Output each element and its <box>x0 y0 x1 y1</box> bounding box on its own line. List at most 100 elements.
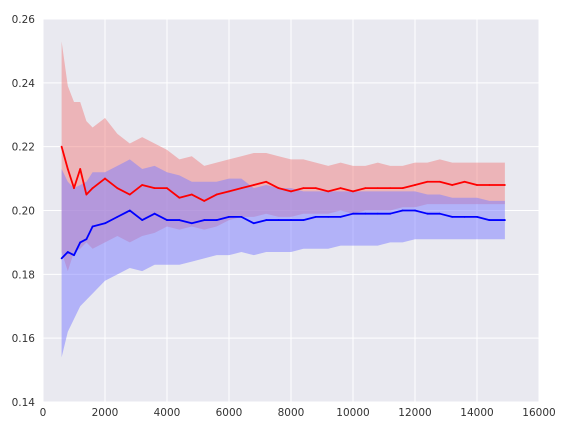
data-point <box>314 215 317 218</box>
data-point <box>290 190 292 193</box>
data-point <box>85 193 88 196</box>
data-point <box>488 184 491 186</box>
data-point <box>240 215 243 218</box>
y-tick-label: 0.22 <box>12 142 35 154</box>
x-tick-label: 14000 <box>460 407 493 419</box>
data-point <box>66 251 69 253</box>
data-point <box>203 219 206 221</box>
data-point <box>265 219 268 221</box>
data-point <box>166 219 168 221</box>
y-tick-label: 0.20 <box>12 206 35 218</box>
data-point <box>228 215 230 218</box>
data-point <box>327 215 330 218</box>
data-point <box>153 212 156 215</box>
x-tick-label: 12000 <box>398 407 431 419</box>
data-point <box>60 257 63 260</box>
x-tick-label: 0 <box>40 407 47 419</box>
data-point <box>141 184 144 186</box>
data-point <box>166 187 168 190</box>
data-point <box>339 215 342 218</box>
data-point <box>314 187 317 190</box>
y-tick-label: 0.24 <box>12 78 36 90</box>
x-tick-label: 2000 <box>92 407 119 419</box>
data-point <box>376 212 379 215</box>
data-point <box>104 177 106 180</box>
data-point <box>178 196 181 199</box>
x-tick-label: 16000 <box>522 407 555 419</box>
data-point <box>116 215 119 218</box>
data-point <box>339 187 342 190</box>
data-point <box>104 222 106 225</box>
x-tick-label: 4000 <box>154 407 181 419</box>
data-point <box>401 187 404 190</box>
data-point <box>91 187 94 190</box>
data-point <box>252 222 255 225</box>
confidence-bands <box>61 41 505 358</box>
data-point <box>128 193 131 196</box>
data-point <box>438 180 441 183</box>
data-point <box>190 193 193 196</box>
data-point <box>66 168 69 170</box>
data-point <box>504 184 506 186</box>
data-point <box>265 180 268 183</box>
data-point <box>426 212 429 215</box>
data-point <box>488 219 491 221</box>
data-point <box>352 190 354 193</box>
data-point <box>203 200 206 202</box>
data-point <box>389 187 392 190</box>
data-point <box>252 184 255 186</box>
data-point <box>401 209 404 212</box>
data-point <box>215 193 218 196</box>
data-point <box>73 254 75 257</box>
x-tick-label: 6000 <box>216 407 243 419</box>
data-point <box>476 184 478 186</box>
data-point <box>73 187 75 190</box>
confidence-band-1 <box>61 159 505 358</box>
x-axis: 0 2000 4000 6000 8000 10000 12000 14000 16000 <box>40 407 556 419</box>
y-tick-label: 0.16 <box>12 333 36 345</box>
data-point <box>85 238 88 241</box>
data-point <box>352 212 354 215</box>
x-tick-label: 8000 <box>278 407 305 419</box>
y-axis: 0.14 0.16 0.18 0.20 0.22 0.24 0.26 <box>12 14 36 409</box>
data-point <box>215 219 218 221</box>
data-point <box>451 215 454 218</box>
data-point <box>463 215 466 218</box>
data-point <box>364 212 367 215</box>
x-tick-label: 10000 <box>336 407 369 419</box>
data-point <box>414 184 416 186</box>
data-point <box>389 212 392 215</box>
data-point <box>128 209 131 212</box>
data-point <box>240 187 243 190</box>
data-point <box>79 241 82 244</box>
data-point <box>290 219 292 221</box>
y-tick-label: 0.14 <box>12 397 36 409</box>
data-point <box>91 225 94 228</box>
data-point <box>178 219 181 221</box>
data-point <box>476 215 478 218</box>
data-point <box>277 219 280 221</box>
y-tick-label: 0.26 <box>12 14 36 26</box>
data-point <box>463 180 466 183</box>
y-tick-label: 0.18 <box>12 269 35 281</box>
data-point <box>451 184 454 186</box>
data-point <box>414 209 416 212</box>
data-point <box>376 187 379 190</box>
data-point <box>116 187 119 190</box>
data-point <box>302 187 305 190</box>
data-point <box>228 190 230 193</box>
data-point <box>302 219 305 221</box>
data-point <box>141 219 144 221</box>
series-lines <box>60 145 506 260</box>
data-point <box>426 180 429 183</box>
data-point <box>277 187 280 190</box>
data-point <box>153 187 156 190</box>
data-point <box>364 187 367 190</box>
grid <box>42 18 540 403</box>
data-point <box>79 168 82 170</box>
data-point <box>438 212 441 215</box>
data-point <box>190 222 193 225</box>
data-point <box>60 145 63 148</box>
